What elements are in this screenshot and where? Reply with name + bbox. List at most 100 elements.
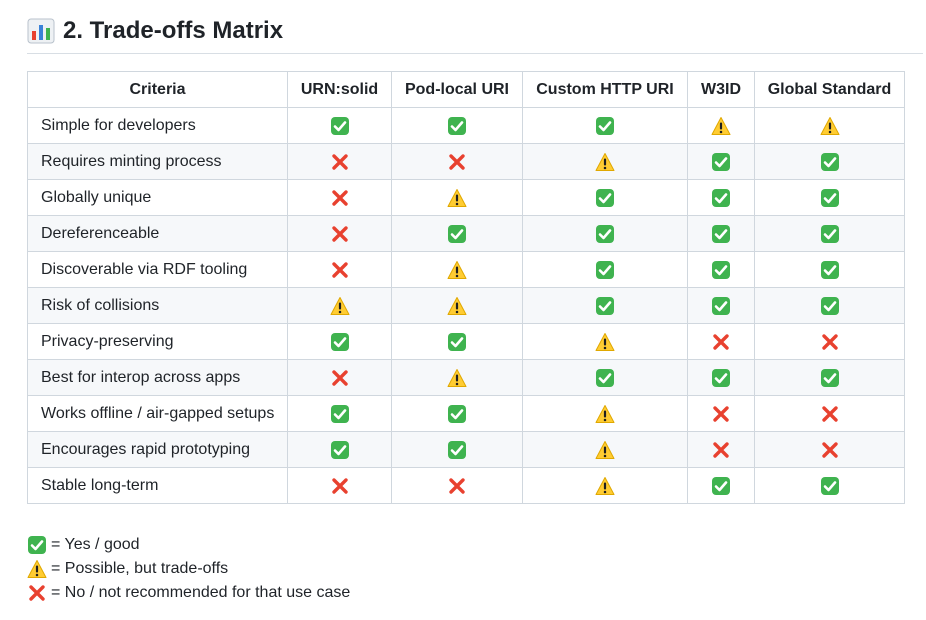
rating-cell — [687, 323, 755, 360]
criterion-cell: Encourages rapid prototyping — [27, 431, 288, 468]
criterion-cell: Best for interop across apps — [27, 359, 288, 396]
table-row: Best for interop across apps — [27, 359, 905, 396]
criterion-cell: Stable long-term — [27, 467, 288, 504]
table-row: Risk of collisions — [27, 287, 905, 324]
rating-cell — [754, 287, 905, 324]
rating-cell — [754, 467, 905, 504]
rating-cell — [522, 179, 688, 216]
check-mark-icon — [711, 296, 731, 316]
rating-cell — [754, 323, 905, 360]
check-mark-icon — [595, 296, 615, 316]
table-row: Simple for developers — [27, 107, 905, 144]
rating-cell — [754, 431, 905, 468]
rating-cell — [287, 215, 392, 252]
cross-mark-icon — [711, 440, 731, 460]
rating-cell — [687, 359, 755, 396]
rating-cell — [754, 395, 905, 432]
rating-cell — [391, 287, 523, 324]
legend-item: = Yes / good — [27, 533, 350, 557]
cross-mark-icon — [820, 440, 840, 460]
warning-icon — [595, 332, 615, 352]
rating-cell — [391, 395, 523, 432]
check-mark-icon — [595, 260, 615, 280]
rating-cell — [287, 251, 392, 288]
check-mark-icon — [447, 440, 467, 460]
table-row: Encourages rapid prototyping — [27, 431, 905, 468]
criterion-cell: Dereferenceable — [27, 215, 288, 252]
column-header-pod-local-uri: Pod-local URI — [391, 71, 523, 108]
check-mark-icon — [820, 260, 840, 280]
check-mark-icon — [820, 224, 840, 244]
warning-icon — [330, 296, 350, 316]
cross-mark-icon — [330, 476, 350, 496]
check-mark-icon — [595, 116, 615, 136]
rating-cell — [522, 359, 688, 396]
cross-mark-icon — [330, 260, 350, 280]
rating-cell — [687, 395, 755, 432]
check-mark-icon — [820, 476, 840, 496]
rating-cell — [391, 323, 523, 360]
table-header-row: Criteria URN:solid Pod-local URI Custom … — [27, 71, 905, 108]
check-mark-icon — [27, 535, 47, 555]
rating-cell — [287, 431, 392, 468]
rating-cell — [522, 107, 688, 144]
check-mark-icon — [447, 116, 467, 136]
rating-cell — [754, 179, 905, 216]
rating-cell — [687, 251, 755, 288]
rating-cell — [391, 143, 523, 180]
warning-icon — [447, 368, 467, 388]
check-mark-icon — [330, 404, 350, 424]
rating-cell — [522, 215, 688, 252]
check-mark-icon — [711, 260, 731, 280]
warning-icon — [711, 116, 731, 136]
rating-cell — [287, 359, 392, 396]
trade-offs-table: Criteria URN:solid Pod-local URI Custom … — [27, 71, 905, 504]
check-mark-icon — [595, 368, 615, 388]
rating-cell — [287, 179, 392, 216]
warning-icon — [595, 440, 615, 460]
warning-icon — [447, 188, 467, 208]
check-mark-icon — [330, 116, 350, 136]
column-header-urn-solid: URN:solid — [287, 71, 392, 108]
warning-icon — [447, 296, 467, 316]
cross-mark-icon — [27, 583, 47, 603]
section-heading: 2. Trade-offs Matrix — [27, 14, 923, 54]
rating-cell — [391, 431, 523, 468]
warning-icon — [447, 260, 467, 280]
rating-cell — [287, 467, 392, 504]
check-mark-icon — [820, 188, 840, 208]
check-mark-icon — [711, 188, 731, 208]
cross-mark-icon — [820, 404, 840, 424]
rating-cell — [522, 251, 688, 288]
rating-cell — [687, 179, 755, 216]
rating-cell — [754, 143, 905, 180]
criterion-cell: Risk of collisions — [27, 287, 288, 324]
table-row: Discoverable via RDF tooling — [27, 251, 905, 288]
rating-cell — [687, 143, 755, 180]
column-header-w3id: W3ID — [687, 71, 755, 108]
criterion-cell: Discoverable via RDF tooling — [27, 251, 288, 288]
legend-text: = Yes / good — [51, 536, 140, 553]
rating-cell — [754, 107, 905, 144]
rating-cell — [687, 215, 755, 252]
warning-icon — [820, 116, 840, 136]
legend-text: = Possible, but trade-offs — [51, 560, 229, 577]
check-mark-icon — [595, 188, 615, 208]
check-mark-icon — [330, 440, 350, 460]
table-row: Stable long-term — [27, 467, 905, 504]
rating-cell — [687, 107, 755, 144]
legend: = Yes / good = Possible, but trade-offs = … — [27, 533, 350, 605]
table-row: Requires minting process — [27, 143, 905, 180]
rating-cell — [287, 323, 392, 360]
check-mark-icon — [447, 404, 467, 424]
rating-cell — [391, 215, 523, 252]
check-mark-icon — [711, 224, 731, 244]
legend-item: = Possible, but trade-offs — [27, 557, 350, 581]
check-mark-icon — [820, 368, 840, 388]
rating-cell — [391, 107, 523, 144]
check-mark-icon — [447, 332, 467, 352]
legend-text: = No / not recommended for that use case — [51, 584, 351, 601]
criterion-cell: Requires minting process — [27, 143, 288, 180]
rating-cell — [522, 143, 688, 180]
check-mark-icon — [820, 152, 840, 172]
